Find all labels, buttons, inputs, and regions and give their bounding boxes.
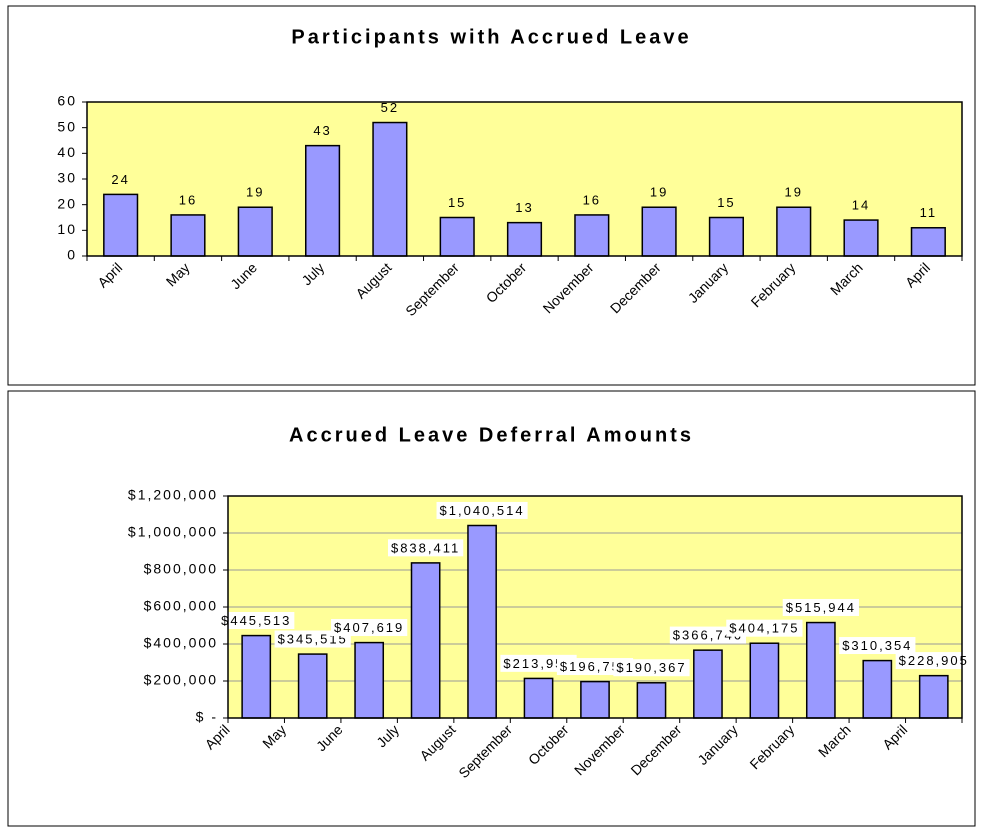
chart-title: Accrued Leave Deferral Amounts (289, 424, 694, 446)
bar (506, 221, 543, 257)
bar (372, 121, 408, 257)
bar (918, 674, 949, 719)
y-tick-label: $200,000 (144, 672, 218, 688)
data-label: 19 (246, 185, 264, 200)
data-label-bg (613, 659, 690, 677)
data-label: $445,513 (221, 613, 291, 628)
data-label: $213,956 (503, 656, 573, 671)
y-tick-label: 30 (57, 170, 77, 186)
y-tick-label: 20 (57, 195, 77, 211)
bar (805, 621, 836, 719)
data-label: $228,905 (899, 653, 969, 668)
bar (693, 649, 723, 719)
y-tick-label: $1,000,000 (128, 524, 218, 540)
data-label: 16 (583, 192, 601, 207)
bar (910, 227, 946, 257)
data-label: $190,367 (616, 660, 686, 675)
data-label-bg (782, 598, 859, 616)
bar (574, 214, 610, 257)
bar (297, 653, 328, 719)
data-label: $515,944 (786, 600, 856, 615)
bar (170, 214, 206, 257)
data-label: 11 (920, 205, 938, 220)
bar (708, 216, 744, 257)
data-label: 16 (179, 192, 197, 207)
y-tick-label: 0 (67, 247, 77, 263)
bar (305, 144, 341, 257)
plot-border (227, 495, 963, 719)
data-label: $407,619 (334, 620, 404, 635)
data-label: 19 (784, 185, 802, 200)
data-label: 19 (650, 185, 668, 200)
bar (439, 216, 475, 257)
data-label: 15 (448, 195, 466, 210)
bar (410, 562, 441, 719)
bar (467, 524, 497, 719)
data-label-bg (331, 619, 408, 637)
data-label: $345,515 (278, 632, 348, 647)
data-label: 15 (717, 195, 735, 210)
data-label-bg (387, 539, 464, 557)
data-label-bg (218, 612, 295, 630)
data-label: $366,746 (673, 628, 743, 643)
data-label-bg (895, 652, 972, 670)
chart: Participants with Accrued Leave 0 10 20 30 40… (7, 5, 976, 386)
chart-title: Participants with Accrued Leave (291, 26, 691, 48)
bar (103, 193, 139, 257)
bar (580, 680, 610, 719)
y-tick-label: $400,000 (144, 635, 218, 651)
y-tick-label: $600,000 (144, 598, 218, 614)
chart: Accrued Leave Deferral Amounts $ - $200,00… (7, 390, 976, 827)
bar (749, 642, 780, 719)
bar (843, 219, 879, 257)
data-label: $838,411 (391, 540, 460, 555)
y-tick-label: $1,200,000 (128, 487, 218, 503)
data-label: 14 (852, 198, 870, 213)
data-label-bg (726, 619, 803, 637)
data-label: $196,750 (560, 659, 630, 674)
bar (641, 206, 677, 257)
data-label-bg (436, 501, 528, 519)
data-label: $404,175 (729, 621, 799, 636)
bar (636, 682, 667, 719)
y-tick-label: 40 (57, 144, 77, 160)
bar (237, 206, 273, 257)
y-tick-label: 50 (57, 118, 77, 134)
data-label: 13 (515, 200, 533, 215)
plot-border (86, 101, 963, 257)
y-tick-label: $800,000 (144, 561, 218, 577)
data-label-bg (839, 637, 916, 655)
data-label: $310,354 (842, 638, 912, 653)
data-label: 24 (111, 172, 129, 187)
bar (241, 634, 272, 719)
y-tick-label: 60 (57, 93, 77, 109)
bar (523, 677, 554, 719)
data-label: 43 (313, 123, 331, 138)
data-label: $1,040,514 (440, 503, 525, 518)
data-label: 52 (381, 100, 399, 115)
bar (354, 641, 385, 719)
bar (776, 206, 812, 257)
y-tick-label: $ - (196, 709, 218, 725)
y-tick-label: 10 (57, 221, 77, 237)
bar (862, 659, 893, 719)
